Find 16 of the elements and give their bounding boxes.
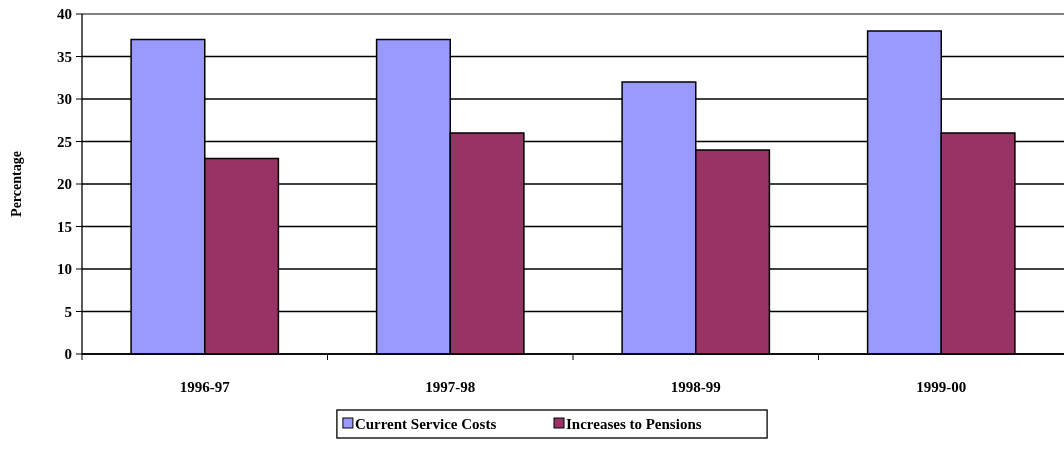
y-tick-label: 5 xyxy=(64,303,72,320)
x-tick-label: 1996-97 xyxy=(179,379,231,395)
y-axis-title: Percentage xyxy=(9,151,24,217)
legend-label: Current Service Costs xyxy=(354,416,497,433)
y-tick-label: 15 xyxy=(57,218,72,235)
y-tick-label: 20 xyxy=(57,176,72,193)
x-tick-label: 1998-99 xyxy=(670,379,721,395)
y-tick-label: 30 xyxy=(57,91,72,108)
legend-label: Increases to Pensions xyxy=(566,416,702,433)
y-tick-label: 35 xyxy=(57,48,72,65)
y-tick-label: 25 xyxy=(57,133,72,150)
x-tick-label: 1999-00 xyxy=(916,379,967,395)
y-tick-label: 0 xyxy=(64,346,72,363)
y-tick-label: 40 xyxy=(57,6,72,23)
x-tick-label: 1997-98 xyxy=(425,379,476,395)
y-tick-label: 10 xyxy=(57,261,72,278)
